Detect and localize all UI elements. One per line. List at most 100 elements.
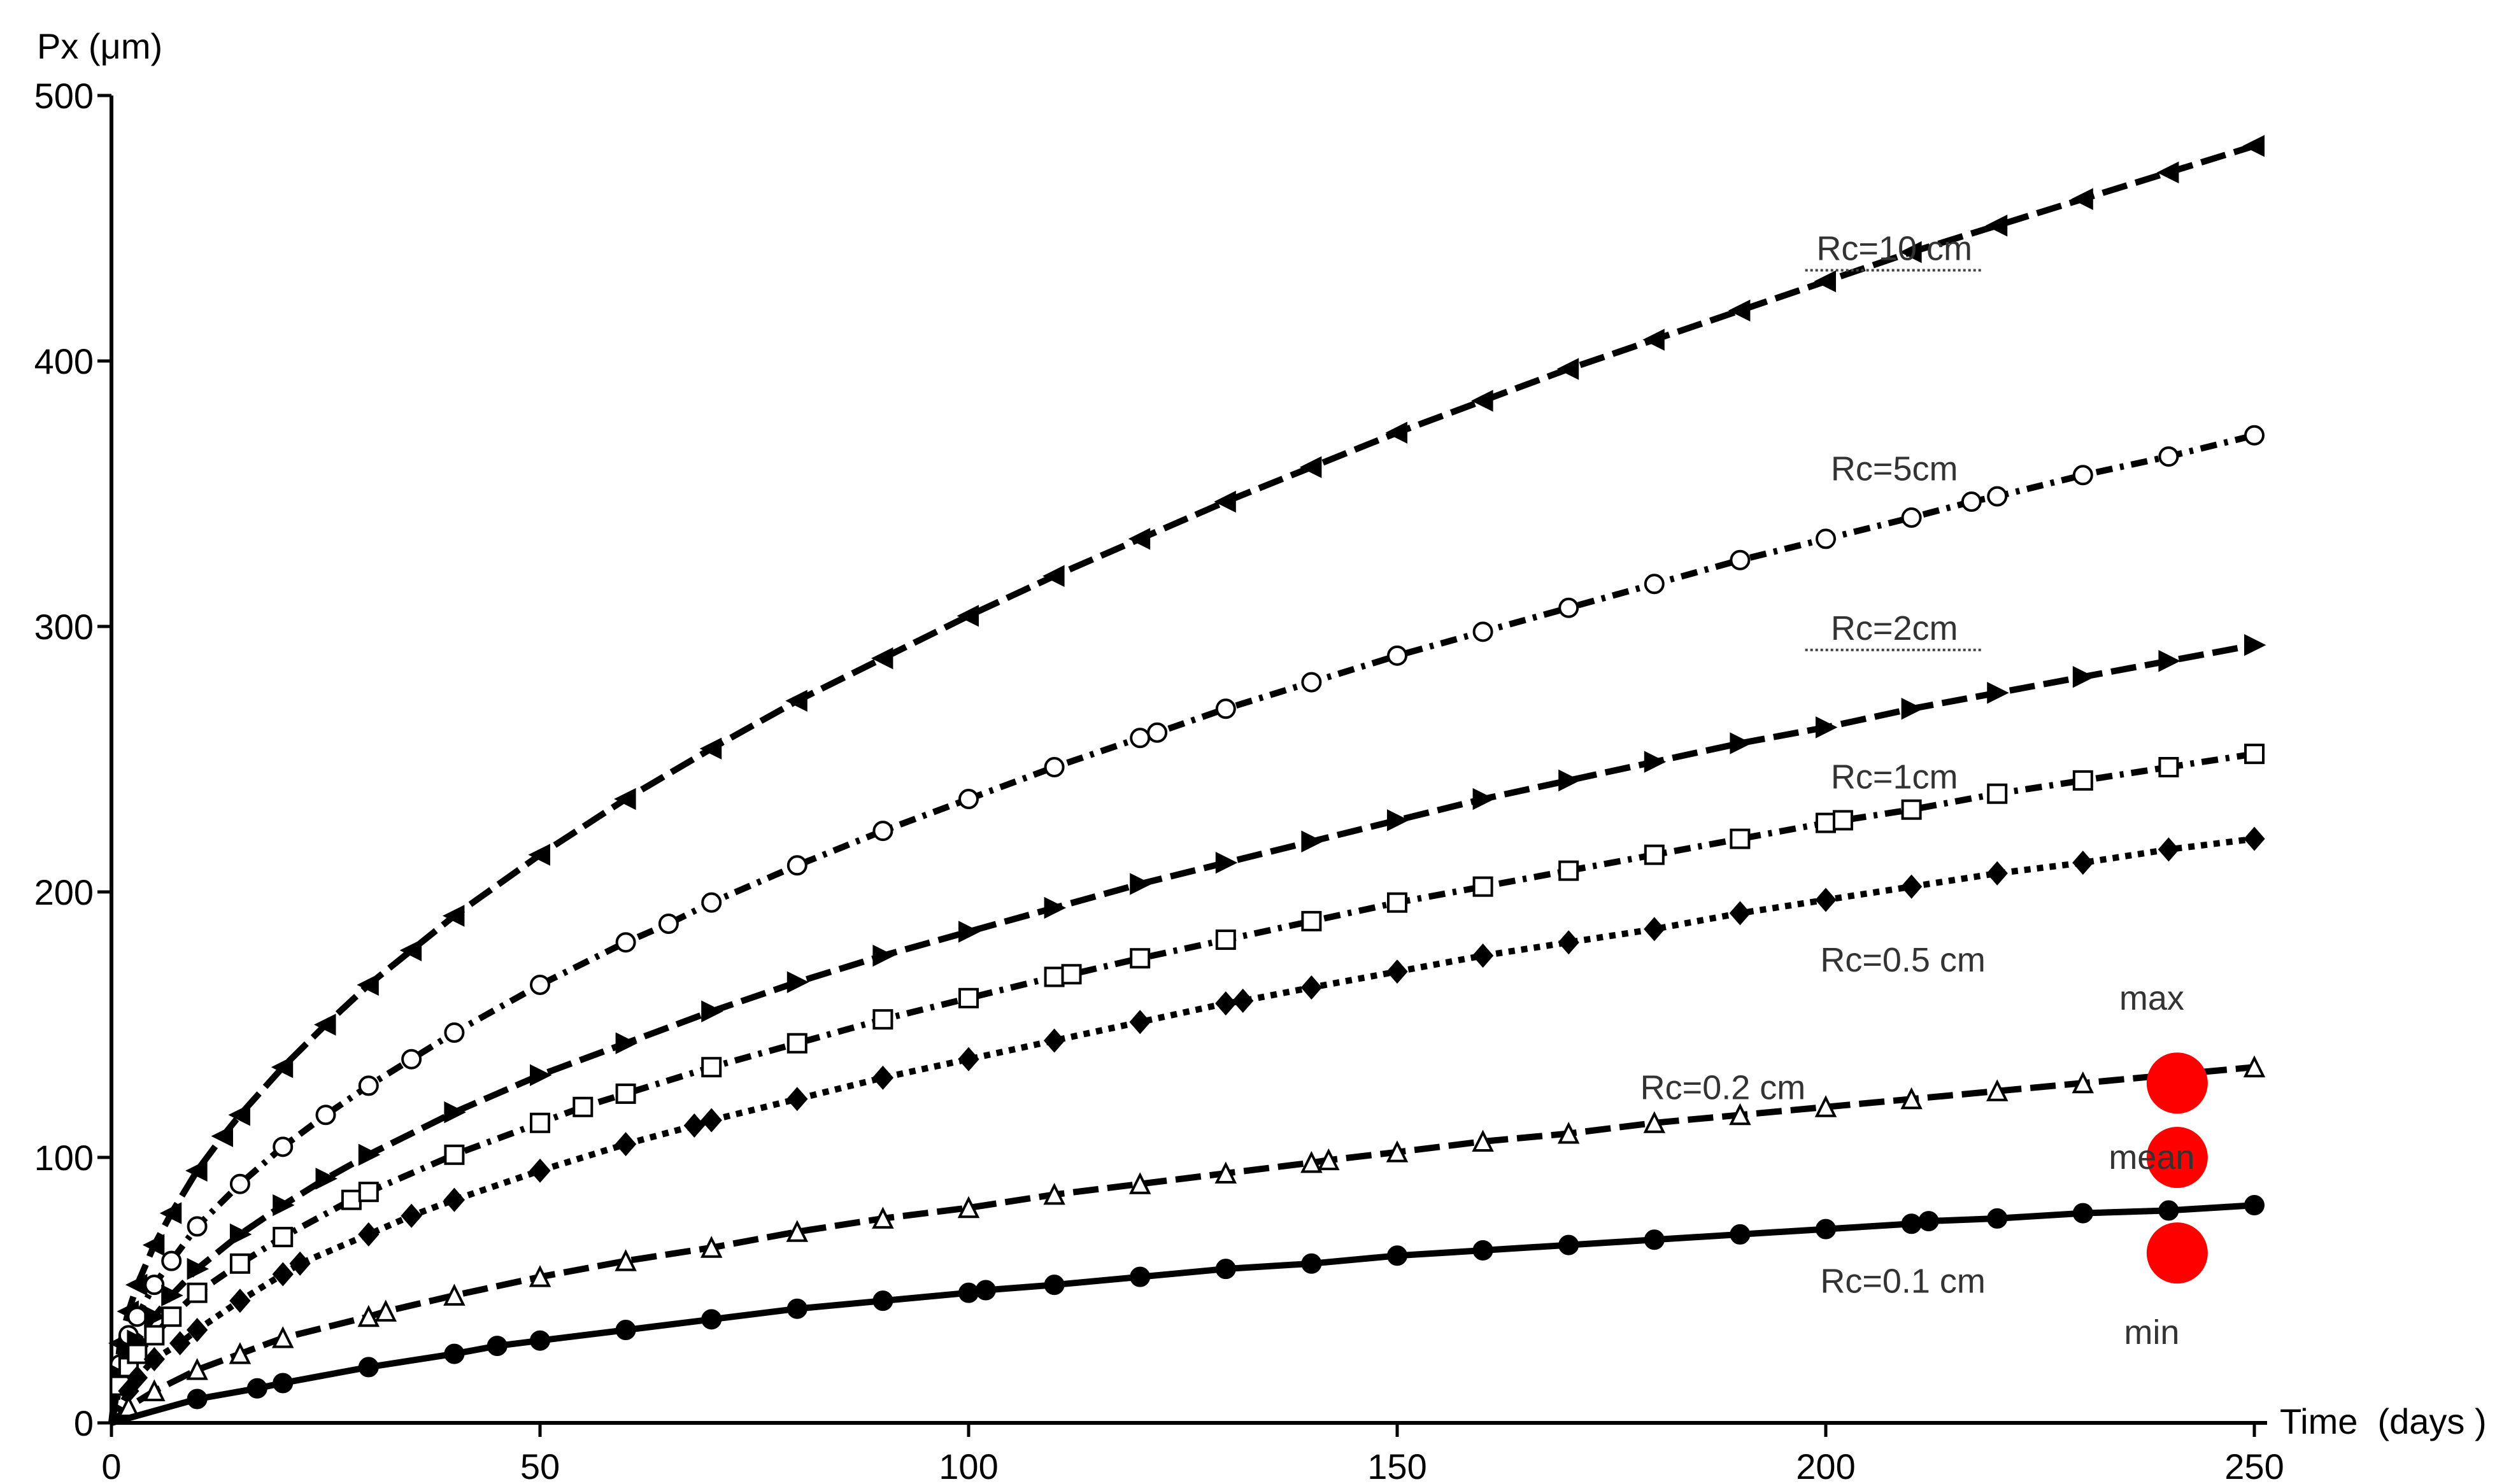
data-point — [1644, 574, 1665, 595]
data-point — [957, 1196, 980, 1219]
data-point — [186, 1318, 208, 1343]
data-point — [144, 1275, 165, 1296]
data-point — [211, 1125, 233, 1147]
data-point — [1557, 1121, 1580, 1144]
data-point — [530, 1330, 550, 1351]
data-point — [529, 1158, 551, 1183]
data-point — [2072, 770, 2093, 791]
data-point — [229, 1289, 251, 1313]
data-point — [1961, 491, 1982, 512]
data-point — [2242, 134, 2265, 157]
series-6 — [109, 1055, 2266, 1425]
data-point — [1044, 966, 1065, 987]
data-point — [357, 1304, 380, 1327]
data-point — [1816, 812, 1836, 833]
data-point — [1730, 732, 1752, 754]
data-point — [530, 1064, 552, 1086]
data-point — [273, 1373, 294, 1394]
data-point — [444, 1343, 465, 1364]
series-line — [110, 1202, 2255, 1426]
data-point — [1128, 1172, 1151, 1194]
data-point — [1215, 929, 1236, 950]
data-point — [872, 1065, 894, 1090]
data-point — [358, 1075, 379, 1096]
data-point — [1061, 964, 1082, 985]
data-point — [1729, 901, 1751, 926]
data-point — [872, 1290, 893, 1311]
series-label-layer: Rc=10 cm Rc=5cm Rc=2cm Rc=1cm Rc=0.5 cm Rc=0.… — [1640, 230, 1986, 1301]
data-point — [143, 1346, 165, 1371]
x-tick-label: 100 — [939, 1446, 998, 1484]
data-point — [273, 1136, 294, 1157]
data-point — [1643, 1111, 1666, 1133]
data-point — [2244, 425, 2265, 446]
data-point — [1129, 1010, 1151, 1035]
data-point — [144, 1325, 165, 1346]
data-point — [1130, 873, 1152, 895]
data-point — [615, 1032, 638, 1054]
data-point — [358, 1222, 380, 1247]
data-point — [786, 971, 809, 994]
data-point — [1043, 1182, 1065, 1205]
data-point — [1558, 597, 1579, 618]
data-point — [1472, 943, 1494, 968]
series-label: Rc=5cm — [1831, 450, 1958, 488]
data-point — [1901, 698, 1924, 720]
data-point — [615, 1083, 636, 1104]
data-point — [2072, 851, 2094, 875]
data-point — [228, 1104, 250, 1126]
data-point — [786, 855, 807, 876]
data-point — [126, 1366, 148, 1390]
data-point — [1299, 456, 1322, 479]
data-point — [958, 921, 981, 943]
data-point — [1130, 1266, 1151, 1287]
series-3 — [108, 633, 2266, 1424]
data-point — [1728, 299, 1751, 322]
data-point — [615, 1249, 637, 1271]
reference-point-mean — [2146, 1127, 2208, 1188]
data-point — [2072, 665, 2095, 688]
data-point — [1130, 948, 1151, 969]
data-point — [871, 647, 893, 670]
y-ticks: 0 100 200 300 400 500 — [34, 76, 111, 1443]
data-point — [2071, 188, 2093, 210]
data-point — [1814, 270, 1836, 293]
data-point — [1386, 1140, 1409, 1162]
data-point — [1816, 716, 1838, 738]
data-point — [1900, 241, 1922, 264]
data-point — [229, 1253, 250, 1274]
data-point — [1986, 1079, 2009, 1101]
data-point — [615, 932, 636, 953]
data-point — [701, 892, 722, 913]
data-point — [443, 1187, 466, 1212]
data-point — [701, 1309, 722, 1330]
data-point — [1385, 421, 1407, 444]
data-point — [1730, 1224, 1751, 1245]
x-tick-label: 250 — [2224, 1446, 2284, 1484]
data-point — [1387, 809, 1409, 831]
data-point — [1300, 1150, 1323, 1173]
data-point — [1471, 390, 1493, 412]
data-point — [614, 788, 636, 810]
data-point — [1215, 1259, 1236, 1280]
data-point — [273, 1194, 295, 1217]
data-point — [2072, 1071, 2095, 1094]
reference-point-max — [2146, 1052, 2208, 1114]
x-tick-label: 0 — [101, 1446, 121, 1484]
data-point — [1301, 1253, 1322, 1274]
reference-label-mean: mean — [2109, 1138, 2194, 1177]
data-point — [958, 1047, 979, 1071]
data-point — [169, 1331, 191, 1355]
data-point — [1986, 861, 2008, 886]
series-label: Rc=0.1 cm — [1820, 1262, 1986, 1301]
data-point — [701, 1000, 723, 1022]
data-point — [786, 1298, 807, 1319]
data-point — [401, 1203, 422, 1228]
data-point — [289, 1251, 311, 1276]
data-point — [1642, 329, 1665, 351]
series-label: Rc=2cm — [1831, 609, 1958, 647]
data-point — [1558, 930, 1579, 955]
data-point — [2244, 1195, 2265, 1216]
data-point — [1301, 910, 1322, 931]
